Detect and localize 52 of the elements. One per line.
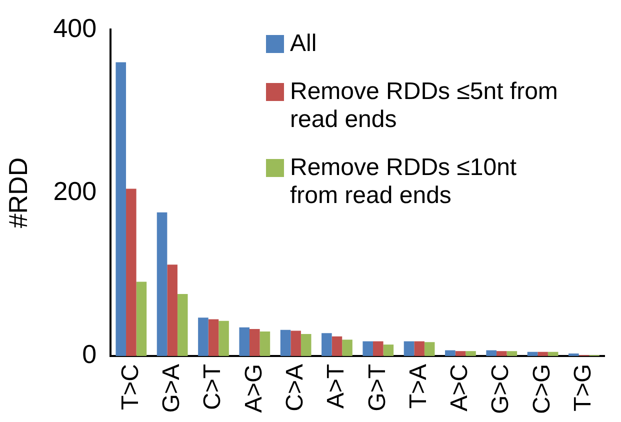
bar	[548, 352, 558, 356]
x-tick-label: T>C	[116, 364, 144, 410]
bar	[260, 332, 270, 356]
bar	[116, 62, 126, 356]
bar	[383, 344, 394, 356]
bar	[280, 330, 291, 356]
bar	[250, 329, 260, 356]
y-tick-label: 0	[82, 339, 97, 370]
bar	[290, 330, 301, 356]
y-tick-label: 400	[53, 12, 97, 43]
bar	[362, 341, 373, 356]
bar	[538, 352, 548, 356]
x-tick-label: A>G	[240, 364, 268, 413]
bar	[218, 320, 229, 356]
bar	[527, 352, 538, 356]
x-tick-label: C>G	[528, 364, 556, 414]
bar	[126, 188, 136, 356]
x-tick-label: T>A	[404, 364, 432, 409]
y-axis-title: #RDD	[2, 157, 33, 228]
bar	[455, 351, 466, 356]
x-tick-label: A>C	[446, 364, 474, 412]
x-tick-label: G>A	[158, 364, 185, 413]
bar	[372, 341, 384, 356]
x-tick-label: C>T	[199, 364, 226, 410]
bar	[506, 351, 518, 356]
x-tick-label: C>A	[281, 364, 308, 412]
bar	[198, 318, 208, 356]
bar	[136, 282, 147, 356]
bar	[332, 336, 342, 356]
bar	[322, 333, 332, 356]
bar	[177, 294, 188, 356]
bar	[167, 264, 178, 356]
bar	[445, 350, 456, 356]
bar	[300, 334, 312, 356]
x-tick-label: G>T	[364, 364, 391, 412]
bar	[156, 212, 168, 356]
bar	[404, 341, 414, 356]
legend-label: All	[290, 30, 317, 58]
bar	[486, 350, 496, 356]
bar	[239, 327, 250, 356]
bar	[208, 319, 219, 356]
y-tick-label: 200	[53, 176, 97, 206]
x-tick-label: A>T	[322, 364, 350, 409]
legend-label: Remove RDDs ≤10nt from read ends	[290, 154, 518, 210]
bar	[342, 340, 352, 356]
bar	[414, 341, 424, 356]
legend-label: Remove RDDs ≤5nt from read ends	[290, 78, 559, 134]
bar	[424, 342, 435, 356]
bar	[466, 351, 476, 356]
x-tick-label: G>C	[487, 364, 514, 414]
x-tick-label: T>G	[570, 364, 597, 412]
bar	[496, 351, 507, 356]
